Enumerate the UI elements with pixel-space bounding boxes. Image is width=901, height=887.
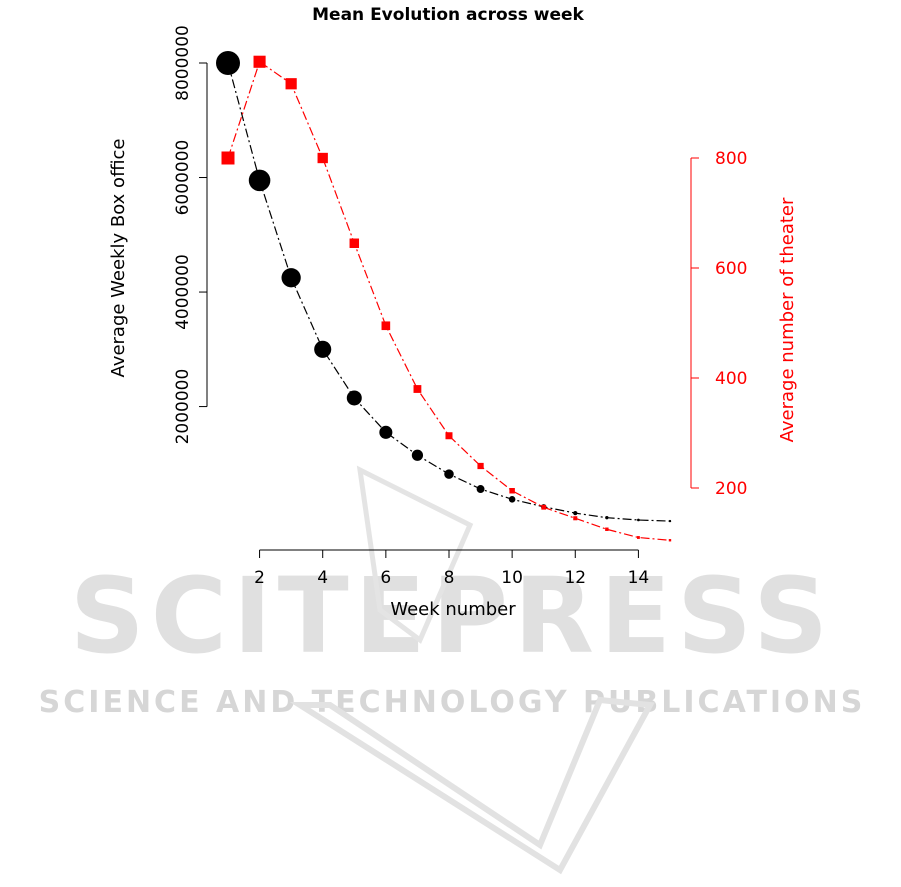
left-y-tick-label: 4000000 xyxy=(173,254,193,330)
watermark: SCITEPRESS SCIENCE AND TECHNOLOGY PUBLIC… xyxy=(39,465,866,875)
series-point-left xyxy=(573,510,578,516)
series-point-left xyxy=(476,485,485,494)
series-point-left xyxy=(216,51,240,75)
series-point-left xyxy=(508,496,516,503)
right-y-axis: 200 400 600 800 xyxy=(690,149,747,499)
series-line-left xyxy=(227,62,671,522)
series-point-right xyxy=(636,536,640,539)
x-tick-label: 4 xyxy=(317,568,328,588)
chart-title: Mean Evolution across week xyxy=(312,5,584,25)
series-point-right xyxy=(573,516,578,521)
left-y-tick-label: 8000000 xyxy=(173,25,193,101)
series-point-right xyxy=(221,151,235,165)
series-point-right xyxy=(668,539,672,542)
series-layer xyxy=(216,51,672,542)
x-tick-label: 12 xyxy=(564,568,586,588)
series-point-left xyxy=(248,169,271,192)
series-point-left xyxy=(668,519,672,523)
series-point-left xyxy=(281,268,301,288)
series-point-right xyxy=(445,432,453,440)
series-point-right xyxy=(413,385,422,393)
series-point-left xyxy=(444,469,454,479)
series-line-right xyxy=(227,60,671,541)
right-y-tick-label: 200 xyxy=(715,479,747,499)
series-point-right xyxy=(605,527,609,531)
left-y-tick-label: 2000000 xyxy=(173,369,193,445)
series-point-left xyxy=(605,515,609,520)
series-point-left xyxy=(637,518,640,522)
series-point-right xyxy=(509,488,515,494)
left-y-tick-label: 6000000 xyxy=(173,140,193,216)
series-point-right xyxy=(349,238,360,248)
series-point-right xyxy=(253,55,266,68)
watermark-line2: SCIENCE AND TECHNOLOGY PUBLICATIONS xyxy=(39,685,866,720)
x-axis: 2 4 6 8 10 12 14 xyxy=(254,549,650,588)
right-y-axis-label: Average number of theater xyxy=(777,197,798,442)
x-tick-label: 14 xyxy=(628,568,650,588)
series-point-right xyxy=(541,504,547,510)
x-tick-label: 10 xyxy=(501,568,523,588)
series-point-left xyxy=(346,390,362,406)
right-y-tick-label: 800 xyxy=(715,149,747,169)
left-y-axis: 2000000 4000000 6000000 8000000 xyxy=(173,25,208,445)
series-point-right xyxy=(477,462,484,470)
series-point-left xyxy=(379,425,393,439)
watermark-swoosh xyxy=(289,696,655,875)
series-point-right xyxy=(317,152,328,164)
series-point-right xyxy=(381,321,391,331)
series-point-left xyxy=(411,449,424,461)
watermark-swoosh-2 xyxy=(356,465,474,644)
x-axis-label: Week number xyxy=(390,599,516,620)
x-tick-label: 6 xyxy=(380,568,391,588)
left-y-axis-label: Average Weekly Box office xyxy=(108,139,129,378)
series-point-left xyxy=(314,340,332,358)
right-y-tick-label: 400 xyxy=(715,369,747,389)
x-tick-label: 2 xyxy=(254,568,265,588)
x-tick-label: 8 xyxy=(444,568,455,588)
series-point-right xyxy=(285,78,297,90)
right-y-tick-label: 600 xyxy=(715,259,747,279)
